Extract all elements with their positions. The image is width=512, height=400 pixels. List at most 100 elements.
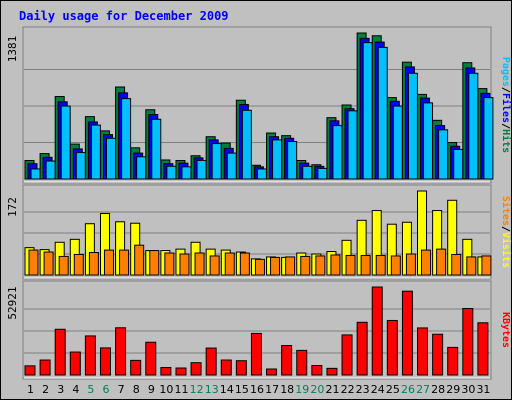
bar-sites-day-11: [179, 253, 190, 276]
bar-sites-day-20: [315, 255, 326, 276]
x-tick-label-day-18: 18: [280, 383, 294, 396]
bar-pages-day-22: [347, 110, 358, 180]
bar-kbytes-day-3: [54, 328, 66, 376]
bar-kbytes-day-22: [341, 334, 353, 376]
bar-sites-day-16: [254, 258, 265, 276]
panel-frame-visits-sites: [22, 184, 492, 280]
x-tick-label-day-28: 28: [431, 383, 445, 396]
bar-sites-day-6: [103, 249, 114, 276]
bar-sites-day-25: [390, 255, 401, 276]
bar-sites-day-7: [119, 249, 130, 276]
bar-sites-day-4: [73, 253, 84, 276]
x-tick-label-day-25: 25: [386, 383, 400, 396]
bar-sites-day-28: [436, 248, 447, 276]
bar-kbytes-day-9: [145, 341, 157, 376]
bar-pages-day-28: [438, 129, 449, 180]
bar-kbytes-day-6: [99, 347, 111, 376]
bar-pages-day-5: [90, 124, 101, 180]
x-tick-label-day-13: 13: [205, 383, 219, 396]
bar-sites-day-5: [88, 252, 99, 276]
bar-kbytes-day-31: [477, 322, 489, 376]
bar-kbytes-day-12: [190, 362, 202, 376]
x-tick-label-day-11: 11: [175, 383, 189, 396]
x-tick-label-day-16: 16: [250, 383, 264, 396]
bar-kbytes-day-30: [462, 307, 474, 376]
bar-sites-day-30: [466, 256, 477, 276]
bar-pages-day-13: [211, 143, 222, 180]
x-tick-label-day-7: 7: [118, 383, 125, 396]
bar-pages-day-10: [166, 165, 177, 180]
panel-frame-kbytes: [22, 280, 492, 380]
bar-kbytes-day-5: [84, 335, 96, 376]
x-tick-label-day-27: 27: [416, 383, 430, 396]
bar-sites-day-18: [285, 256, 296, 276]
bar-pages-day-29: [453, 148, 464, 180]
bar-sites-day-10: [164, 252, 175, 276]
legend-entry: Files: [500, 93, 511, 123]
bar-kbytes-day-18: [281, 345, 293, 376]
x-tick-label-day-12: 12: [190, 383, 204, 396]
x-tick-label-day-9: 9: [148, 383, 155, 396]
bar-sites-day-23: [360, 254, 371, 276]
bar-sites-day-21: [330, 254, 341, 276]
x-tick-label-day-20: 20: [310, 383, 324, 396]
legend-entry: Pages: [500, 57, 511, 87]
bar-kbytes-day-10: [160, 367, 172, 376]
bar-pages-day-27: [423, 102, 434, 180]
bar-sites-day-9: [149, 250, 160, 276]
x-tick-label-day-23: 23: [356, 383, 370, 396]
legend-visits-sites: Sites/Visits: [500, 196, 511, 268]
bar-kbytes-day-7: [115, 327, 127, 376]
bar-pages-day-7: [121, 98, 132, 180]
bar-pages-day-4: [75, 152, 86, 180]
bar-sites-day-3: [58, 255, 69, 276]
bar-kbytes-day-28: [432, 333, 444, 376]
x-tick-label-day-8: 8: [133, 383, 140, 396]
x-tick-label-day-15: 15: [235, 383, 249, 396]
bar-kbytes-day-21: [326, 367, 338, 376]
x-tick-label-day-30: 30: [461, 383, 475, 396]
bar-kbytes-day-2: [39, 359, 51, 376]
bar-pages-day-14: [226, 152, 237, 180]
bar-kbytes-day-23: [356, 321, 368, 376]
legend-hits-files-pages: Pages/Files/Hits: [500, 57, 511, 153]
bar-pages-day-21: [332, 125, 343, 180]
bar-sites-day-24: [375, 254, 386, 276]
x-tick-label-day-3: 3: [57, 383, 64, 396]
page-title: Daily usage for December 2009: [19, 9, 229, 23]
bar-kbytes-day-16: [250, 332, 262, 376]
y-max-label-hits-files-pages: 1381: [6, 36, 19, 63]
bar-kbytes-day-14: [220, 359, 232, 376]
bar-pages-day-9: [151, 118, 162, 180]
bar-pages-day-16: [256, 168, 267, 180]
bar-pages-day-26: [407, 72, 418, 180]
bar-pages-day-2: [45, 160, 56, 180]
bar-pages-day-6: [105, 137, 116, 180]
legend-kbytes: KBytes: [500, 312, 511, 348]
bar-kbytes-day-25: [386, 319, 398, 376]
bar-pages-day-30: [468, 72, 479, 180]
bar-pages-day-12: [196, 159, 207, 180]
legend-entry: Visits: [500, 232, 511, 268]
x-tick-label-day-10: 10: [159, 383, 173, 396]
bar-sites-day-26: [405, 253, 416, 276]
bar-kbytes-day-4: [69, 351, 81, 376]
bar-kbytes-day-29: [447, 346, 459, 376]
bar-pages-day-1: [30, 168, 41, 180]
bar-kbytes-day-8: [130, 359, 142, 376]
x-tick-label-day-24: 24: [371, 383, 385, 396]
bar-kbytes-day-20: [311, 365, 323, 376]
bar-pages-day-19: [302, 165, 313, 180]
x-tick-label-day-4: 4: [72, 383, 79, 396]
bar-kbytes-day-26: [401, 290, 413, 376]
bar-sites-day-27: [421, 249, 432, 276]
bar-sites-day-17: [270, 256, 281, 276]
bar-sites-day-29: [451, 253, 462, 276]
bar-kbytes-day-15: [235, 360, 247, 376]
legend-entry: /: [500, 87, 511, 93]
bar-kbytes-day-27: [417, 327, 429, 376]
bar-pages-day-11: [181, 166, 192, 180]
y-max-label-kbytes: 52921: [6, 286, 19, 319]
x-tick-label-day-21: 21: [325, 383, 339, 396]
